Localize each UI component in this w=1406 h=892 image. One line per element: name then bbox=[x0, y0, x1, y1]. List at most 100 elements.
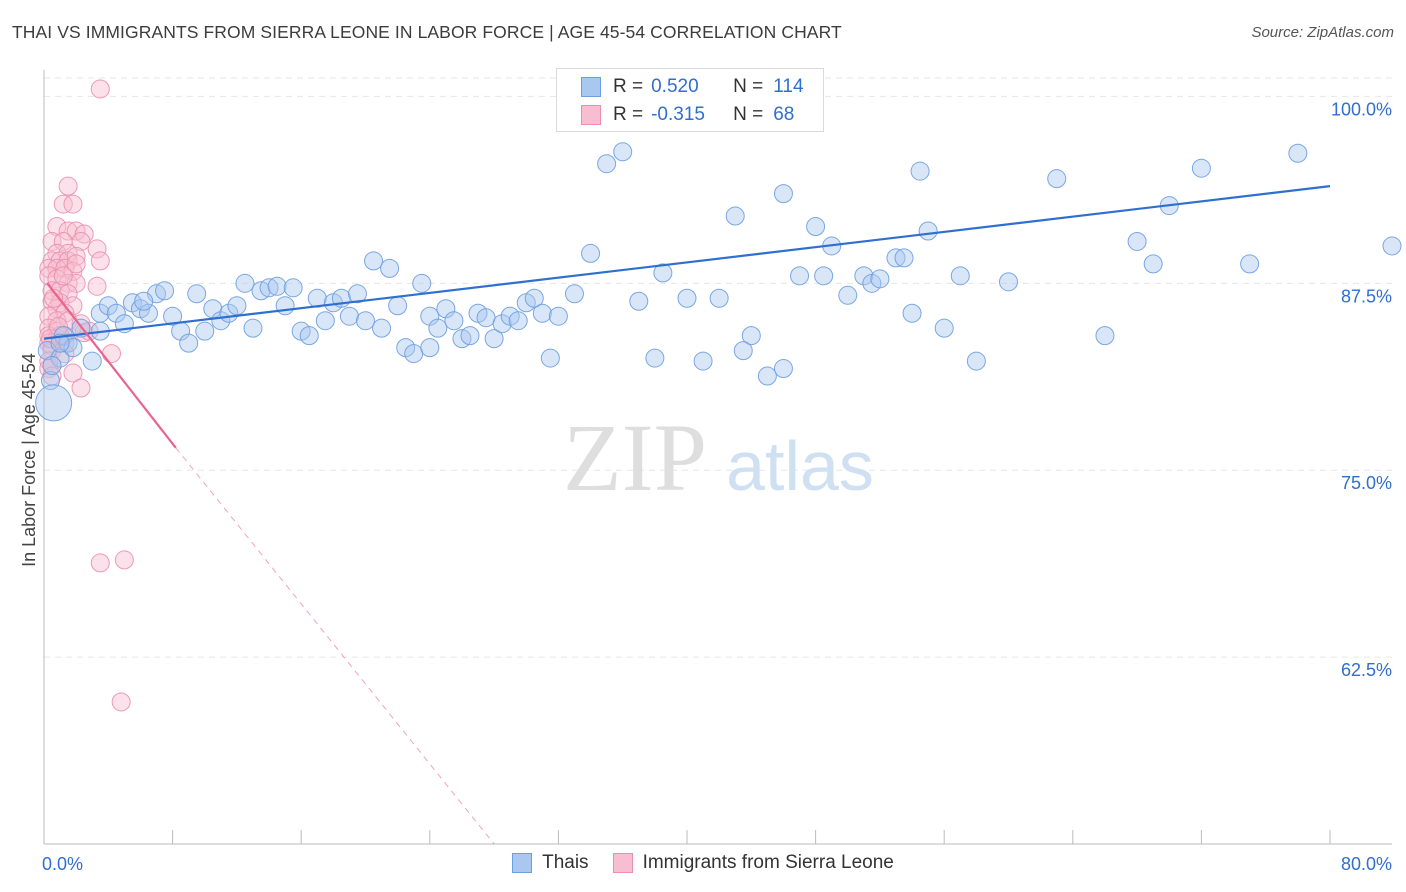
thais-point bbox=[299, 326, 319, 346]
thais-point bbox=[1143, 254, 1163, 274]
legend-swatch-pink bbox=[612, 853, 633, 873]
thais-point bbox=[950, 266, 970, 286]
y-tick-label: 62.5% bbox=[1341, 660, 1392, 680]
thais-point bbox=[1047, 169, 1067, 189]
sierra-leone-trend-line bbox=[46, 282, 177, 449]
thais-point bbox=[540, 348, 560, 368]
thais-point bbox=[677, 288, 697, 308]
correlation-legend: R = 0.520 N = 114 R = -0.315 N = 68 bbox=[556, 68, 824, 132]
r-label: R = bbox=[613, 76, 644, 97]
thais-point bbox=[773, 359, 793, 379]
n-value: 114 bbox=[773, 76, 804, 97]
sierra-leone-point bbox=[48, 317, 68, 337]
thais-point bbox=[283, 278, 303, 298]
thais-point bbox=[347, 284, 367, 304]
series-thais-points bbox=[35, 142, 1402, 422]
legend-label: Thais bbox=[542, 852, 589, 873]
sierra-leone-trend-extension bbox=[175, 447, 495, 845]
thais-point bbox=[187, 284, 207, 304]
watermark: ZIP atlas bbox=[563, 404, 874, 511]
thais-point bbox=[725, 206, 745, 226]
series-legend: Thais Immigrants from Sierra Leone bbox=[0, 852, 1406, 874]
thais-trend-line bbox=[43, 185, 1331, 340]
sierra-leone-point bbox=[58, 221, 78, 241]
thais-point bbox=[693, 351, 713, 371]
thais-point bbox=[854, 266, 874, 286]
gridlines bbox=[44, 77, 1392, 658]
thais-point bbox=[581, 243, 601, 263]
sierra-leone-point bbox=[42, 341, 62, 361]
thais-point bbox=[428, 318, 448, 338]
sierra-leone-point bbox=[111, 692, 131, 712]
source-label: Source: ZipAtlas.com bbox=[1251, 24, 1394, 41]
thais-point bbox=[259, 278, 279, 298]
thais-point bbox=[138, 303, 158, 323]
sierra-leone-point bbox=[53, 194, 73, 214]
x-tick-label: 80.0% bbox=[1341, 854, 1392, 874]
thais-point bbox=[1191, 158, 1211, 178]
thais-point bbox=[484, 329, 504, 349]
n-label: N = bbox=[733, 104, 764, 125]
sierra-leone-point bbox=[63, 194, 83, 214]
legend-item-thais[interactable]: Thais bbox=[512, 852, 589, 874]
n-value: 68 bbox=[773, 104, 795, 125]
tick-labels: 62.5% 75.0% 87.5% 100.0% 0.0% 80.0% In Labor F… bbox=[19, 99, 1392, 874]
n-label: N = bbox=[733, 76, 764, 97]
thais-point bbox=[757, 366, 777, 386]
sierra-leone-point bbox=[47, 258, 67, 278]
sierra-leone-point bbox=[90, 251, 110, 271]
series-sierra-leone-points bbox=[39, 79, 134, 712]
thais-point bbox=[999, 272, 1018, 292]
sierra-leone-point bbox=[42, 231, 62, 251]
legend-swatch-blue bbox=[581, 77, 601, 97]
sierra-leone-point bbox=[63, 363, 83, 383]
watermark-zip: ZIP bbox=[563, 404, 707, 511]
thais-point bbox=[339, 306, 359, 326]
sierra-leone-point bbox=[114, 550, 134, 570]
thais-point bbox=[524, 288, 544, 308]
watermark-atlas: atlas bbox=[726, 427, 874, 505]
legend-label: Immigrants from Sierra Leone bbox=[642, 852, 894, 873]
x-tick-label: 0.0% bbox=[42, 854, 83, 874]
thais-point bbox=[1095, 326, 1115, 346]
thais-point bbox=[476, 308, 496, 328]
thais-point bbox=[275, 296, 295, 316]
thais-point bbox=[243, 318, 263, 338]
legend-swatch-blue bbox=[512, 853, 533, 873]
thais-point bbox=[548, 306, 568, 326]
thais-point bbox=[894, 248, 914, 268]
legend-swatch-pink bbox=[581, 105, 601, 125]
thais-point bbox=[790, 266, 810, 286]
thais-point bbox=[613, 142, 633, 162]
thais-point bbox=[98, 296, 118, 316]
thais-point bbox=[870, 269, 890, 289]
thais-point bbox=[227, 296, 247, 316]
sierra-leone-point bbox=[71, 231, 91, 251]
sierra-leone-point bbox=[90, 553, 110, 573]
y-tick-label: 100.0% bbox=[1331, 99, 1392, 119]
r-value: 0.520 bbox=[651, 76, 699, 97]
thais-point bbox=[492, 314, 512, 334]
thais-point bbox=[195, 321, 215, 341]
sierra-leone-point bbox=[66, 246, 86, 266]
legend-row-thais: R = 0.520 N = 114 bbox=[557, 73, 804, 101]
thais-point bbox=[773, 184, 793, 204]
legend-item-sierra-leone[interactable]: Immigrants from Sierra Leone bbox=[612, 852, 894, 874]
thais-point bbox=[1127, 231, 1147, 251]
chart-title: THAI VS IMMIGRANTS FROM SIERRA LEONE IN … bbox=[12, 22, 842, 42]
thais-point bbox=[886, 248, 906, 268]
thais-point bbox=[564, 284, 584, 304]
thais-point bbox=[814, 266, 834, 286]
thais-point bbox=[63, 338, 83, 358]
thais-point bbox=[267, 276, 287, 296]
thais-point bbox=[629, 291, 649, 311]
thais-point bbox=[741, 326, 761, 346]
thais-point bbox=[420, 338, 440, 358]
thais-point bbox=[82, 351, 102, 371]
sierra-leone-point bbox=[66, 254, 86, 274]
thais-point bbox=[709, 288, 729, 308]
y-tick-label: 75.0% bbox=[1341, 473, 1392, 493]
thais-point bbox=[50, 333, 70, 353]
sierra-leone-point bbox=[58, 176, 78, 196]
